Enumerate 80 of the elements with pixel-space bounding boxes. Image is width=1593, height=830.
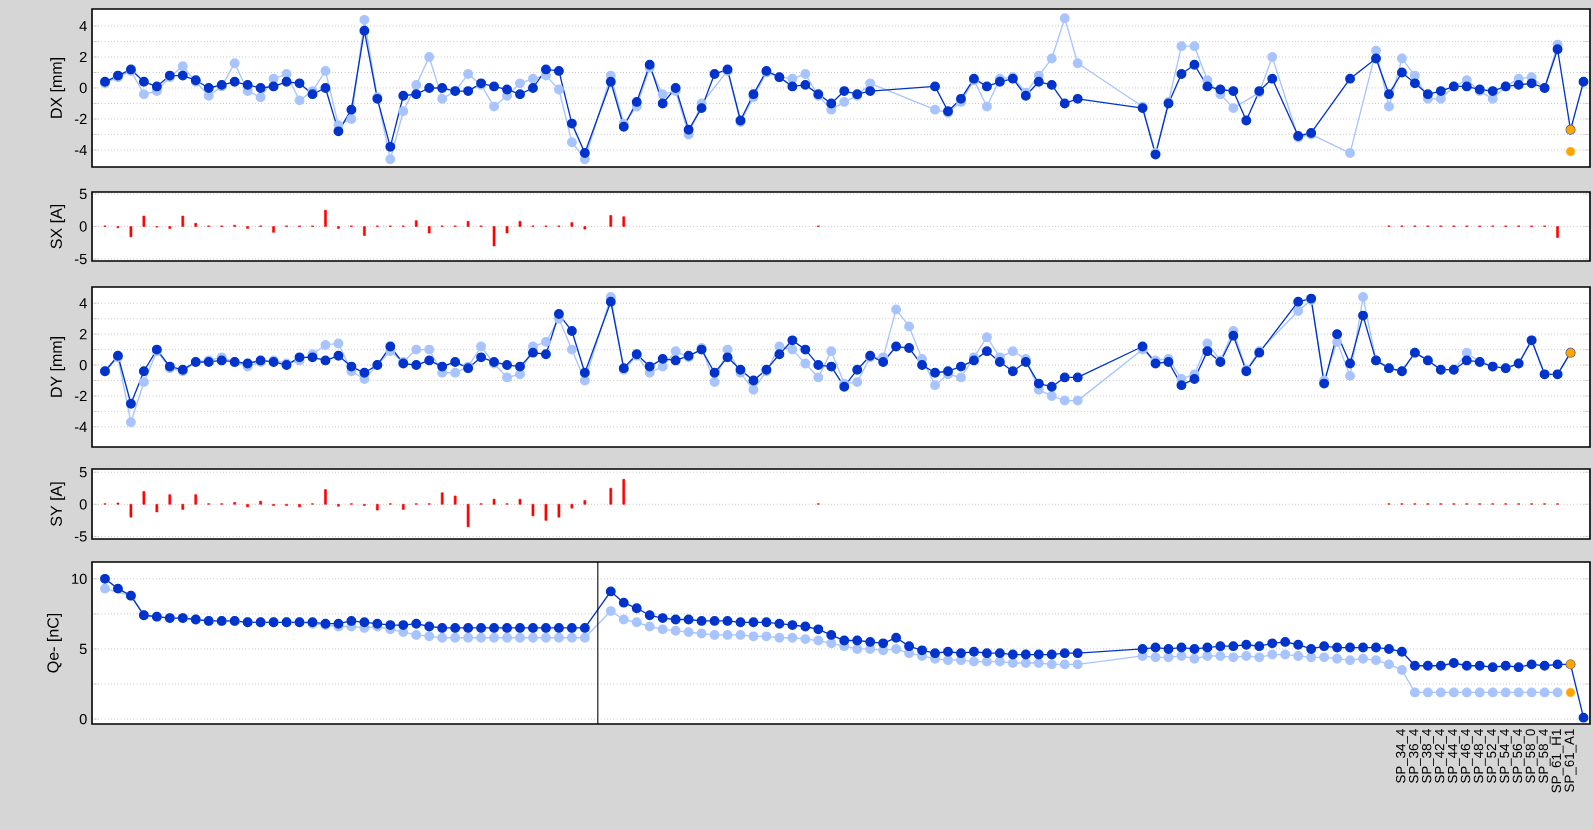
x-tick-label: SP_54_4 [1499,729,1512,783]
bar [466,221,470,227]
y-tick-label: -2 [74,113,87,125]
bar [129,504,133,518]
bar [142,491,146,505]
bar [505,226,509,234]
x-tick-label: SP_34_4 [1395,729,1408,783]
y-tick-label: 5 [79,467,87,478]
y-axis-title: SY [A] [50,482,66,526]
bar [181,504,185,510]
bar [324,489,327,505]
bar [401,504,405,510]
y-tick-label: 10 [72,573,87,585]
bar [609,215,613,227]
bar [142,215,146,227]
bar [1556,226,1559,238]
x-tick-label: SP_44_4 [1447,729,1460,783]
y-tick-label: 0 [79,82,87,94]
x-tick-label: SP_48_4 [1473,729,1486,783]
y-axis-title: Qe- [nC] [46,613,62,673]
bar [622,478,626,505]
bar [453,495,457,505]
bar [466,504,470,528]
bar [181,215,185,227]
y-axis-title: DY [mm] [50,337,66,397]
y-tick-label: -5 [74,253,87,265]
bar [570,504,574,509]
y-tick-label: -4 [74,144,87,155]
bar [155,504,159,513]
bar [544,504,548,521]
y-tick-label: 0 [79,713,87,725]
x-tick-label: SP_38_4 [1421,729,1434,783]
bar [518,221,522,227]
bar [414,220,418,227]
bar [427,226,431,234]
bar [168,494,172,505]
bar [298,504,301,508]
x-tick-label: SP_56_4 [1512,729,1525,783]
x-tick-label: SP_58_0 [1525,729,1538,783]
bar [622,216,626,227]
x-tick-label: SP_58_4 [1538,729,1551,783]
y-tick-label: 0 [79,221,87,232]
y-tick-label: 0 [79,359,87,371]
x-tick-label: SP_52_4 [1486,729,1499,783]
y-axis-title: SX [A] [50,204,66,249]
bar [363,226,366,236]
y-axis-title: DX [mm] [50,58,66,118]
y-tick-label: 2 [79,51,87,63]
bar [583,226,587,230]
x-tick-label: SP_46_4 [1460,729,1473,783]
x-tick-label: SP_42_4 [1434,729,1447,783]
y-tick-label: 4 [79,298,87,309]
bar [376,504,379,511]
y-tick-label: -2 [74,390,87,402]
bar [246,504,249,508]
y-tick-label: 0 [79,499,87,510]
bar [324,209,327,227]
y-tick-label: 5 [79,188,87,200]
bar [259,500,262,505]
x-tick-label: SP_61_H1 [1551,729,1564,793]
bar [570,222,574,227]
bar [583,500,587,505]
bar [272,226,275,233]
y-tick-label: -4 [74,421,87,432]
bar [557,504,561,518]
y-tick-label: -5 [74,531,87,542]
x-tick-label: SP_36_4 [1408,729,1421,783]
y-tick-label: 4 [79,20,87,32]
bar [194,494,198,505]
bar [518,498,522,505]
bar [492,226,496,247]
bar [440,492,444,505]
bar [609,487,613,505]
y-tick-label: 2 [79,329,87,340]
bar [492,498,496,505]
x-tick-label: SP_61_A1 [1564,729,1577,792]
bar [531,504,535,517]
y-tick-label: 5 [79,643,87,655]
bar [194,222,198,227]
bar [129,226,133,238]
